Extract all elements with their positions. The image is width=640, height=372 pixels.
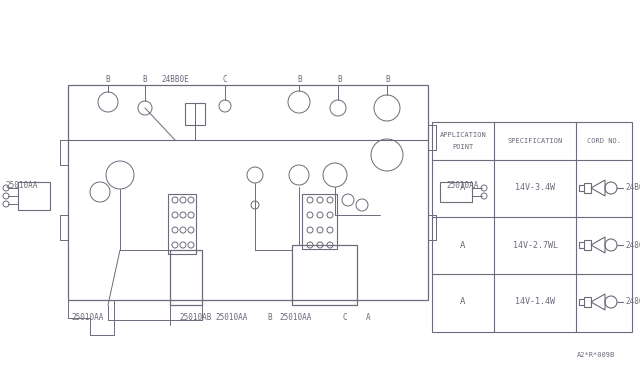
Text: 24860PB: 24860PB [625, 298, 640, 307]
Text: B: B [298, 76, 302, 84]
Text: B: B [143, 76, 147, 84]
Text: A: A [365, 314, 371, 323]
Text: 14V-1.4W: 14V-1.4W [515, 298, 555, 307]
Bar [168, 194, 196, 254]
Text: B: B [268, 314, 272, 323]
Text: POINT: POINT [452, 144, 474, 150]
Text: B: B [338, 76, 342, 84]
Text: A: A [460, 298, 466, 307]
Text: 24B60P: 24B60P [625, 183, 640, 192]
Text: 25010AB: 25010AB [180, 314, 212, 323]
Bar [292, 245, 357, 305]
Text: 14V-3.4W: 14V-3.4W [515, 183, 555, 192]
Bar [18, 182, 50, 210]
Bar [302, 194, 337, 249]
Text: 25010AA: 25010AA [280, 314, 312, 323]
Bar [170, 250, 202, 305]
Text: APPLICATION: APPLICATION [440, 132, 486, 138]
Text: A: A [460, 241, 466, 250]
Bar [432, 122, 632, 332]
Text: C: C [342, 314, 348, 323]
Bar [440, 182, 472, 202]
Text: 14V-2.7WL: 14V-2.7WL [513, 241, 557, 250]
Text: C: C [223, 76, 227, 84]
Text: 25010AA: 25010AA [216, 314, 248, 323]
Text: 25010AA: 25010AA [6, 180, 38, 189]
Text: 24BB0E: 24BB0E [161, 76, 189, 84]
Text: 25010AA: 25010AA [72, 314, 104, 323]
Text: B: B [106, 76, 110, 84]
Bar [584, 183, 591, 193]
Bar [584, 240, 591, 250]
Text: SPECIFICATION: SPECIFICATION [508, 138, 563, 144]
Text: A2*R*009B: A2*R*009B [577, 352, 615, 358]
Bar [185, 103, 205, 125]
Text: B: B [386, 76, 390, 84]
Text: CORD NO.: CORD NO. [587, 138, 621, 144]
Text: A: A [460, 183, 466, 192]
Bar [584, 297, 591, 307]
Text: 24860PA: 24860PA [625, 241, 640, 250]
Bar [68, 85, 428, 300]
Text: 25010AA: 25010AA [446, 180, 478, 189]
